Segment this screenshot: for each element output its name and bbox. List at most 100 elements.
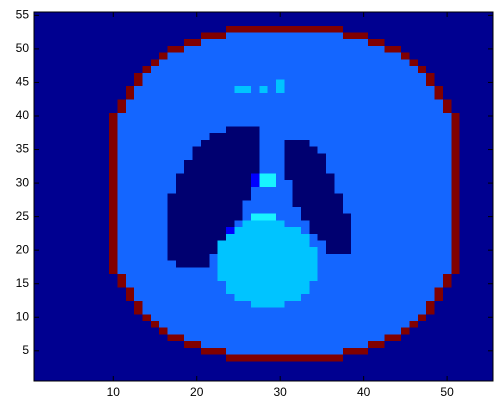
cell (351, 173, 360, 180)
cell (435, 254, 444, 261)
cell (201, 227, 210, 234)
cell (351, 79, 360, 86)
cell (259, 126, 268, 133)
cell (376, 113, 385, 120)
cell (460, 354, 469, 361)
cell (251, 300, 260, 307)
cell (176, 327, 185, 334)
cell (426, 267, 435, 274)
cell (34, 59, 43, 66)
cell (268, 354, 277, 361)
cell (142, 233, 151, 240)
cell (168, 79, 177, 86)
cell (443, 39, 452, 46)
cell (101, 314, 110, 321)
cell (485, 267, 494, 274)
cell (435, 166, 444, 173)
cell (209, 12, 218, 19)
cell (284, 99, 293, 106)
cell (218, 153, 227, 160)
cell (351, 160, 360, 167)
cell (226, 160, 235, 167)
cell (435, 119, 444, 126)
cell (276, 93, 285, 100)
cell (51, 32, 60, 39)
cell (67, 72, 76, 79)
cell (151, 79, 160, 86)
cell (309, 207, 318, 214)
cell (176, 46, 185, 53)
cell (59, 361, 68, 368)
cell (443, 260, 452, 267)
cell (234, 321, 243, 328)
cell (309, 280, 318, 287)
cell (134, 227, 143, 234)
cell (468, 321, 477, 328)
cell (184, 327, 193, 334)
cell (460, 327, 469, 334)
cell (59, 66, 68, 73)
cell (243, 267, 252, 274)
cell (234, 368, 243, 375)
cell (393, 220, 402, 227)
cell (343, 66, 352, 73)
cell (218, 119, 227, 126)
cell (226, 173, 235, 180)
cell (201, 186, 210, 193)
cell (385, 186, 394, 193)
cell (76, 314, 85, 321)
cell (51, 173, 60, 180)
cell (243, 294, 252, 301)
cell (251, 260, 260, 267)
cell (426, 46, 435, 53)
cell (460, 260, 469, 267)
cell (109, 321, 118, 328)
cell (368, 66, 377, 73)
cell (218, 220, 227, 227)
cell (142, 207, 151, 214)
cell (193, 180, 202, 187)
cell (201, 280, 210, 287)
cell (385, 321, 394, 328)
cell (234, 334, 243, 341)
cell (293, 153, 302, 160)
cell (435, 334, 444, 341)
cell (67, 79, 76, 86)
cell (201, 146, 210, 153)
cell (276, 314, 285, 321)
cell (168, 280, 177, 287)
cell (334, 79, 343, 86)
cell (359, 113, 368, 120)
cell (376, 334, 385, 341)
cell (368, 341, 377, 348)
cell (485, 133, 494, 140)
cell (376, 93, 385, 100)
cell (201, 314, 210, 321)
cell (334, 260, 343, 267)
cell (485, 25, 494, 32)
cell (426, 99, 435, 106)
cell (51, 260, 60, 267)
cell (251, 86, 260, 93)
cell (59, 12, 68, 19)
cell (276, 173, 285, 180)
cell (251, 220, 260, 227)
cell (435, 66, 444, 73)
cell (368, 260, 377, 267)
cell (385, 119, 394, 126)
cell (426, 368, 435, 375)
cell (301, 119, 310, 126)
cell (376, 12, 385, 19)
cell (435, 300, 444, 307)
cell (359, 52, 368, 59)
cell (193, 39, 202, 46)
cell (359, 267, 368, 274)
cell (268, 220, 277, 227)
cell (410, 39, 419, 46)
cell (234, 374, 243, 381)
cell (251, 186, 260, 193)
cell (67, 59, 76, 66)
cell (234, 240, 243, 247)
cell (134, 300, 143, 307)
cell (184, 314, 193, 321)
